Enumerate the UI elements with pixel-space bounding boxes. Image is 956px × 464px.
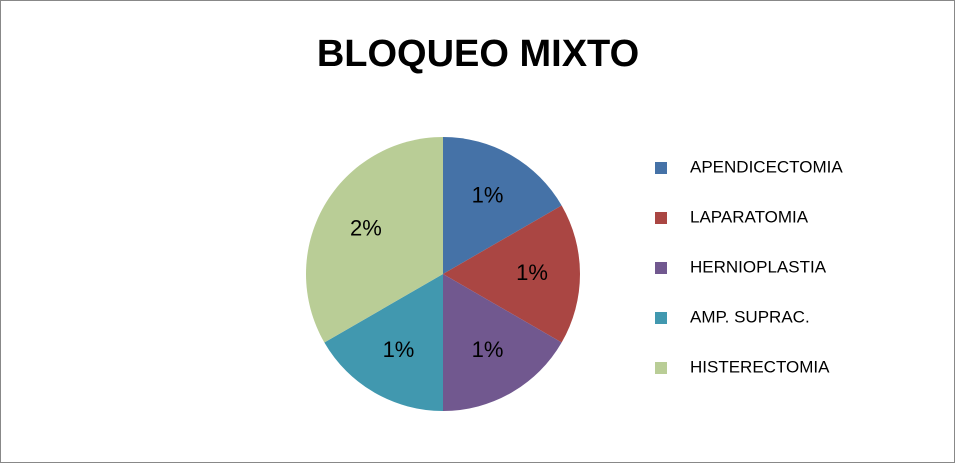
legend-swatch [655, 312, 667, 324]
pie-slice [443, 205, 580, 343]
data-label: 1% [472, 337, 504, 362]
legend-swatch [655, 262, 667, 274]
data-label: 2% [350, 215, 382, 240]
data-label: 1% [516, 260, 548, 285]
pie-slice [324, 274, 443, 411]
legend-label: APENDICECTOMIA [690, 157, 843, 176]
data-label: 1% [383, 337, 415, 362]
legend-swatch [655, 212, 667, 224]
pie-slice [443, 137, 562, 274]
pie-slice [443, 274, 562, 411]
legend-label: AMP. SUPRAC. [690, 307, 810, 326]
legend-label: HISTERECTOMIA [690, 357, 830, 376]
legend-swatch [655, 362, 667, 374]
pie-slice [306, 137, 443, 343]
data-label: 1% [472, 183, 504, 208]
legend-label: HERNIOPLASTIA [690, 257, 827, 276]
legend-label: LAPARATOMIA [690, 207, 809, 226]
chart-title: BLOQUEO MIXTO [317, 33, 639, 75]
legend-swatch [655, 162, 667, 174]
